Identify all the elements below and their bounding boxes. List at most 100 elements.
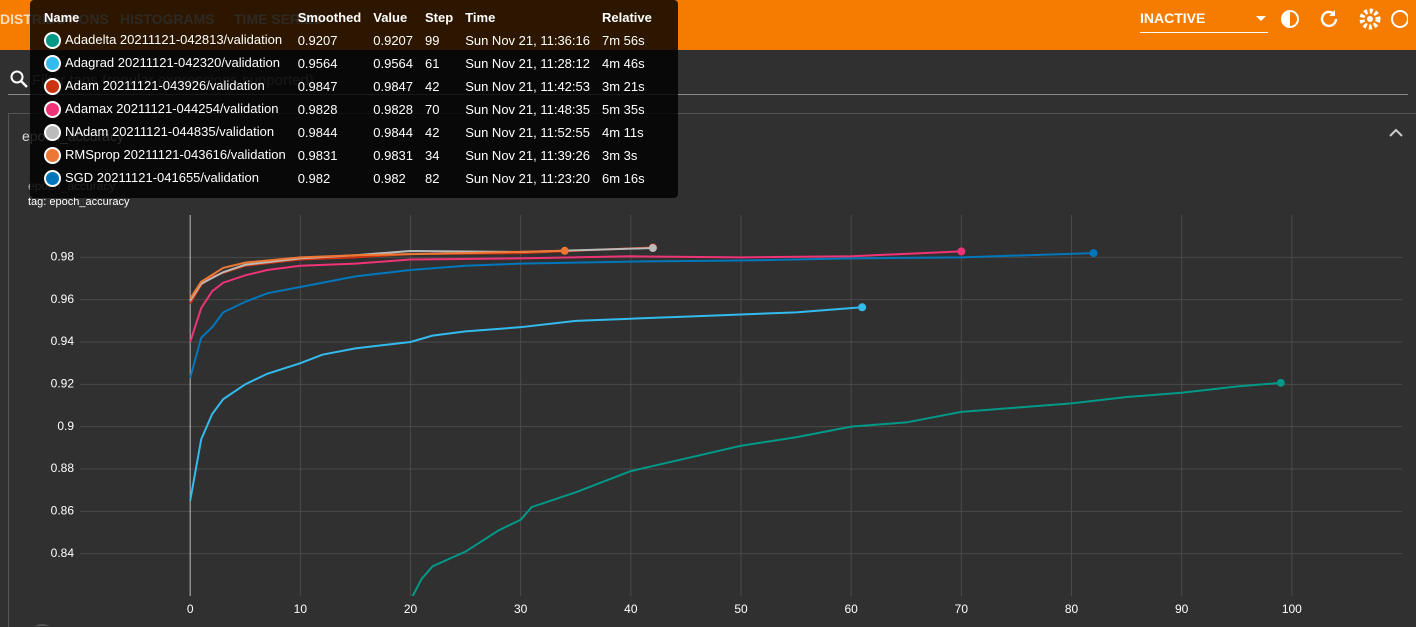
tooltip-row: RMSprop 20211121-043616/validation 0.9831… (38, 144, 658, 167)
run-name: NAdam 20211121-044835/validation (38, 121, 292, 144)
toolbar-icons (1281, 8, 1408, 30)
cell-value: 0.9207 (373, 33, 414, 48)
cell-smoothed: 0.9847 (297, 79, 338, 94)
dropdown-arrow (1256, 16, 1266, 21)
column-header: Name (44, 10, 80, 25)
run-name: SGD 20211121-041655/validation (38, 167, 292, 190)
cell-smoothed: 0.9828 (297, 102, 338, 117)
run-label: RMSprop 20211121-043616/validation (65, 146, 286, 162)
search-bar[interactable] (8, 62, 1408, 95)
run-color (44, 55, 61, 73)
column-header: Time (465, 10, 496, 25)
cell-step: 99 (425, 33, 440, 48)
cell-step: 34 (425, 148, 440, 163)
run-label: NAdam 20211121-044835/validation (65, 123, 275, 139)
y-tick-label: 0.88 (51, 461, 75, 475)
series-line (189, 247, 653, 302)
run-label: Adam 20211121-043926/validation (65, 77, 265, 93)
collapse-icon[interactable] (1389, 128, 1403, 137)
run-color (44, 124, 61, 142)
x-tick-label: 50 (734, 602, 748, 616)
y-tick-label: 0.92 (51, 377, 75, 391)
y-tick-label: 0.86 (51, 504, 75, 518)
x-tick-label: 30 (514, 602, 528, 616)
run-name: Adam 20211121-043926/validation (38, 75, 292, 98)
x-tick-label: 80 (1065, 602, 1079, 616)
column-header: Smoothed (297, 10, 362, 25)
x-tick-label: 10 (294, 602, 308, 616)
chart-subtitle: tag: epoch_accuracy (28, 196, 130, 208)
cell-time: Sun Nov 21, 11:23:20 (465, 171, 590, 186)
run-name: Adadelta 20211121-042813/validation (38, 29, 292, 52)
cell-smoothed: 0.9844 (297, 125, 338, 140)
search-icon (10, 70, 28, 88)
series-line (189, 252, 1094, 379)
series-line (411, 381, 1281, 596)
cell-time: Sun Nov 21, 11:52:55 (465, 125, 590, 140)
cell-step: 70 (425, 102, 440, 117)
x-tick-label: 60 (844, 602, 858, 616)
x-tick-label: 100 (1282, 602, 1302, 616)
run-name: Adagrad 20211121-042320/validation (38, 52, 292, 75)
y-tick-label: 0.98 (51, 250, 75, 264)
x-tick-label: 0 (187, 602, 194, 616)
cell-value: 0.9828 (373, 102, 414, 117)
cell-relative: 3m 3s (601, 148, 638, 163)
run-color (44, 78, 61, 96)
run-color (44, 32, 61, 50)
tooltip: Name Smoothed Value Step Time Relative Adadelt… (30, 0, 678, 198)
reload-icon[interactable] (1320, 10, 1338, 28)
last-point (957, 247, 966, 256)
cell-value: 0.9564 (373, 56, 414, 71)
cell-relative: 6m 16s (601, 171, 645, 186)
y-tick-label: 0.84 (51, 546, 75, 560)
cell-smoothed: 0.982 (297, 171, 331, 186)
x-tick-label: 70 (955, 602, 969, 616)
last-point (648, 244, 657, 253)
tooltip-row: NAdam 20211121-044835/validation 0.9844 0.… (38, 121, 658, 144)
run-color (44, 101, 61, 119)
series-line (189, 306, 863, 501)
cell-step: 42 (425, 125, 440, 140)
last-point (1089, 249, 1098, 258)
y-tick-label: 0.96 (51, 292, 75, 306)
cell-step: 42 (425, 79, 440, 94)
run-label: Adamax 20211121-044254/validation (65, 100, 279, 116)
cell-value: 0.982 (373, 171, 406, 186)
tooltip-row: SGD 20211121-041655/validation 0.982 0.982… (38, 167, 658, 190)
cell-relative: 5m 35s (601, 102, 645, 117)
settings-icon[interactable] (1359, 8, 1381, 30)
column-header: Value (373, 10, 408, 25)
cell-time: Sun Nov 21, 11:28:12 (465, 56, 590, 71)
series-line (189, 249, 565, 300)
cell-relative: 4m 11s (601, 125, 644, 140)
x-tick-label: 40 (624, 602, 638, 616)
cell-relative: 7m 56s (601, 33, 645, 48)
series-line (189, 250, 962, 343)
cell-relative: 3m 21s (601, 79, 645, 94)
help-icon[interactable] (1391, 10, 1408, 28)
card (8, 113, 1416, 627)
run-label: SGD 20211121-041655/validation (65, 169, 259, 185)
last-point (1276, 378, 1285, 387)
run-name: RMSprop 20211121-043616/validation (38, 144, 292, 167)
cell-step: 61 (425, 56, 440, 71)
cell-value: 0.9844 (373, 125, 414, 140)
last-point (858, 303, 867, 312)
cell-time: Sun Nov 21, 11:48:35 (465, 102, 590, 117)
status-select[interactable]: INACTIVE (1140, 8, 1268, 33)
column-header: Relative (601, 10, 652, 25)
cell-time: Sun Nov 21, 11:36:16 (465, 33, 590, 48)
cell-relative: 4m 46s (601, 56, 645, 71)
cell-time: Sun Nov 21, 11:42:53 (465, 79, 590, 94)
x-tick-label: 90 (1175, 602, 1189, 616)
column-header: Step (425, 10, 454, 25)
cell-smoothed: 0.9564 (297, 56, 338, 71)
run-color (44, 170, 61, 188)
cell-time: Sun Nov 21, 11:39:26 (465, 148, 590, 163)
cell-value: 0.9831 (373, 148, 414, 163)
tooltip-table: Name Smoothed Value Step Time Relative Adadelt… (38, 6, 658, 190)
run-color (44, 147, 61, 165)
y-tick-label: 0.94 (51, 334, 75, 348)
